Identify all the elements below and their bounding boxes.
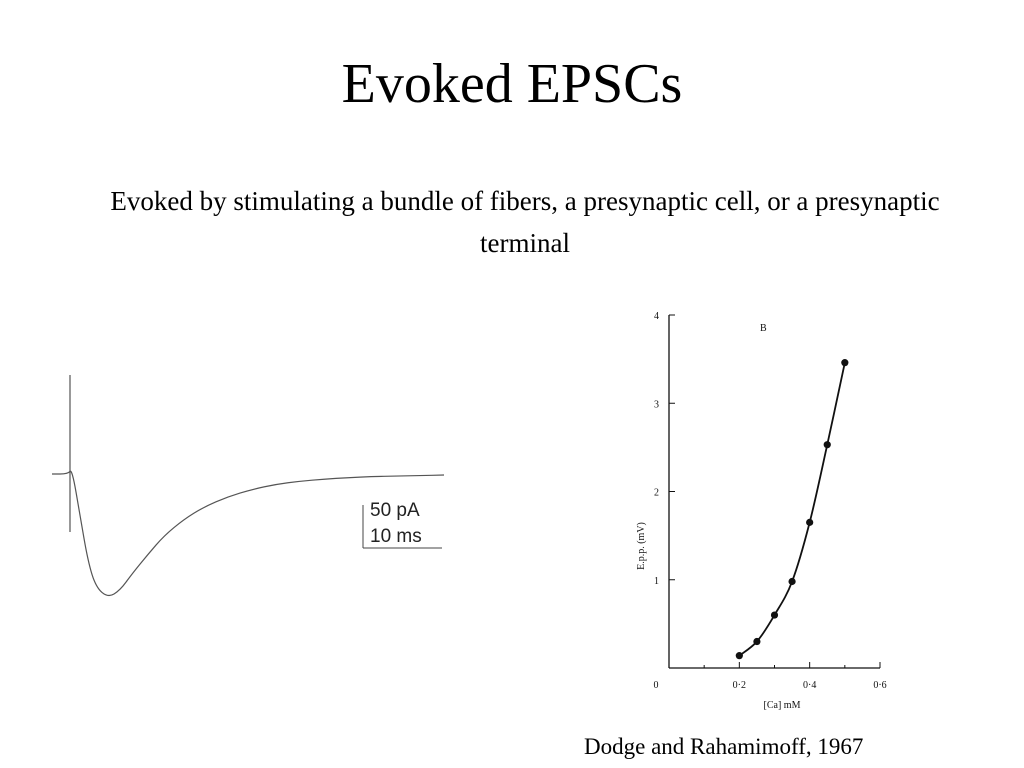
data-point	[788, 577, 796, 586]
scale-bar-time-label: 10 ms	[370, 526, 422, 547]
x-tick-label: 0·6	[873, 680, 886, 691]
panel-label: B	[760, 323, 767, 334]
scale-bar-amplitude-label: 50 pA	[370, 500, 420, 521]
citation: Dodge and Rahamimoff, 1967	[584, 734, 864, 759]
y-tick-label: 3	[654, 399, 659, 410]
data-point	[753, 637, 761, 646]
y-tick-label: 1	[654, 576, 659, 587]
x-tick-label: 0·2	[733, 680, 746, 691]
scale-bar: 50 pA 10 ms	[362, 500, 442, 549]
data-point	[823, 441, 831, 449]
data-point	[770, 611, 779, 619]
slide-title: Evoked EPSCs	[341, 53, 683, 115]
x-axis-label: [Ca] mM	[764, 700, 801, 711]
epp-fit-curve	[738, 362, 846, 657]
epp-calcium-chart: 0 0·2 0·4 0·6 1 2 3 4 B E.p.p. (mV) [Ca] mM	[636, 311, 887, 711]
slide-subtitle: Evoked by stimulating a bundle of fibers…	[110, 186, 940, 258]
y-tick-label: 4	[654, 311, 659, 322]
y-tick-label: 2	[654, 488, 659, 499]
x-tick-label: 0·4	[803, 680, 816, 691]
data-point	[841, 359, 849, 367]
data-point	[735, 652, 743, 660]
epsc-trace-chart: 50 pA 10 ms	[52, 375, 445, 597]
epsc-trace-line	[52, 470, 445, 597]
x-tick-label: 0	[654, 680, 659, 691]
data-point	[806, 518, 814, 526]
y-axis-label: E.p.p. (mV)	[636, 522, 647, 570]
